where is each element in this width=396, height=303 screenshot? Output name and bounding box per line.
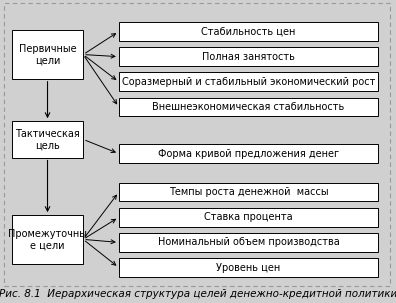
Text: Внешнеэкономическая стабильность: Внешнеэкономическая стабильность	[152, 102, 345, 112]
FancyBboxPatch shape	[119, 144, 378, 163]
Text: Форма кривой предложения денег: Форма кривой предложения денег	[158, 148, 339, 159]
FancyBboxPatch shape	[12, 215, 83, 264]
Text: Темпы роста денежной  массы: Темпы роста денежной массы	[169, 187, 328, 197]
Text: Номинальный объем производства: Номинальный объем производства	[158, 237, 339, 248]
FancyBboxPatch shape	[12, 30, 83, 79]
Text: Стабильность цен: Стабильность цен	[201, 26, 296, 37]
Text: Соразмерный и стабильный экономический рост: Соразмерный и стабильный экономический р…	[122, 77, 375, 87]
FancyBboxPatch shape	[119, 233, 378, 252]
Text: Промежуточны
е цели: Промежуточны е цели	[8, 228, 87, 250]
Text: Тактическая
цель: Тактическая цель	[15, 128, 80, 150]
Text: Ставка процента: Ставка процента	[204, 212, 293, 222]
Text: Первичные
цели: Первичные цели	[19, 44, 76, 65]
Text: Уровень цен: Уровень цен	[216, 262, 281, 273]
FancyBboxPatch shape	[119, 208, 378, 227]
FancyBboxPatch shape	[12, 121, 83, 158]
FancyBboxPatch shape	[119, 22, 378, 41]
Text: Рис. 8.1  Иерархическая структура целей денежно-кредитной политики: Рис. 8.1 Иерархическая структура целей д…	[0, 289, 396, 299]
FancyBboxPatch shape	[119, 183, 378, 201]
FancyBboxPatch shape	[119, 98, 378, 116]
FancyBboxPatch shape	[119, 72, 378, 91]
FancyBboxPatch shape	[119, 47, 378, 66]
Text: Полная занятость: Полная занятость	[202, 52, 295, 62]
FancyBboxPatch shape	[119, 258, 378, 277]
